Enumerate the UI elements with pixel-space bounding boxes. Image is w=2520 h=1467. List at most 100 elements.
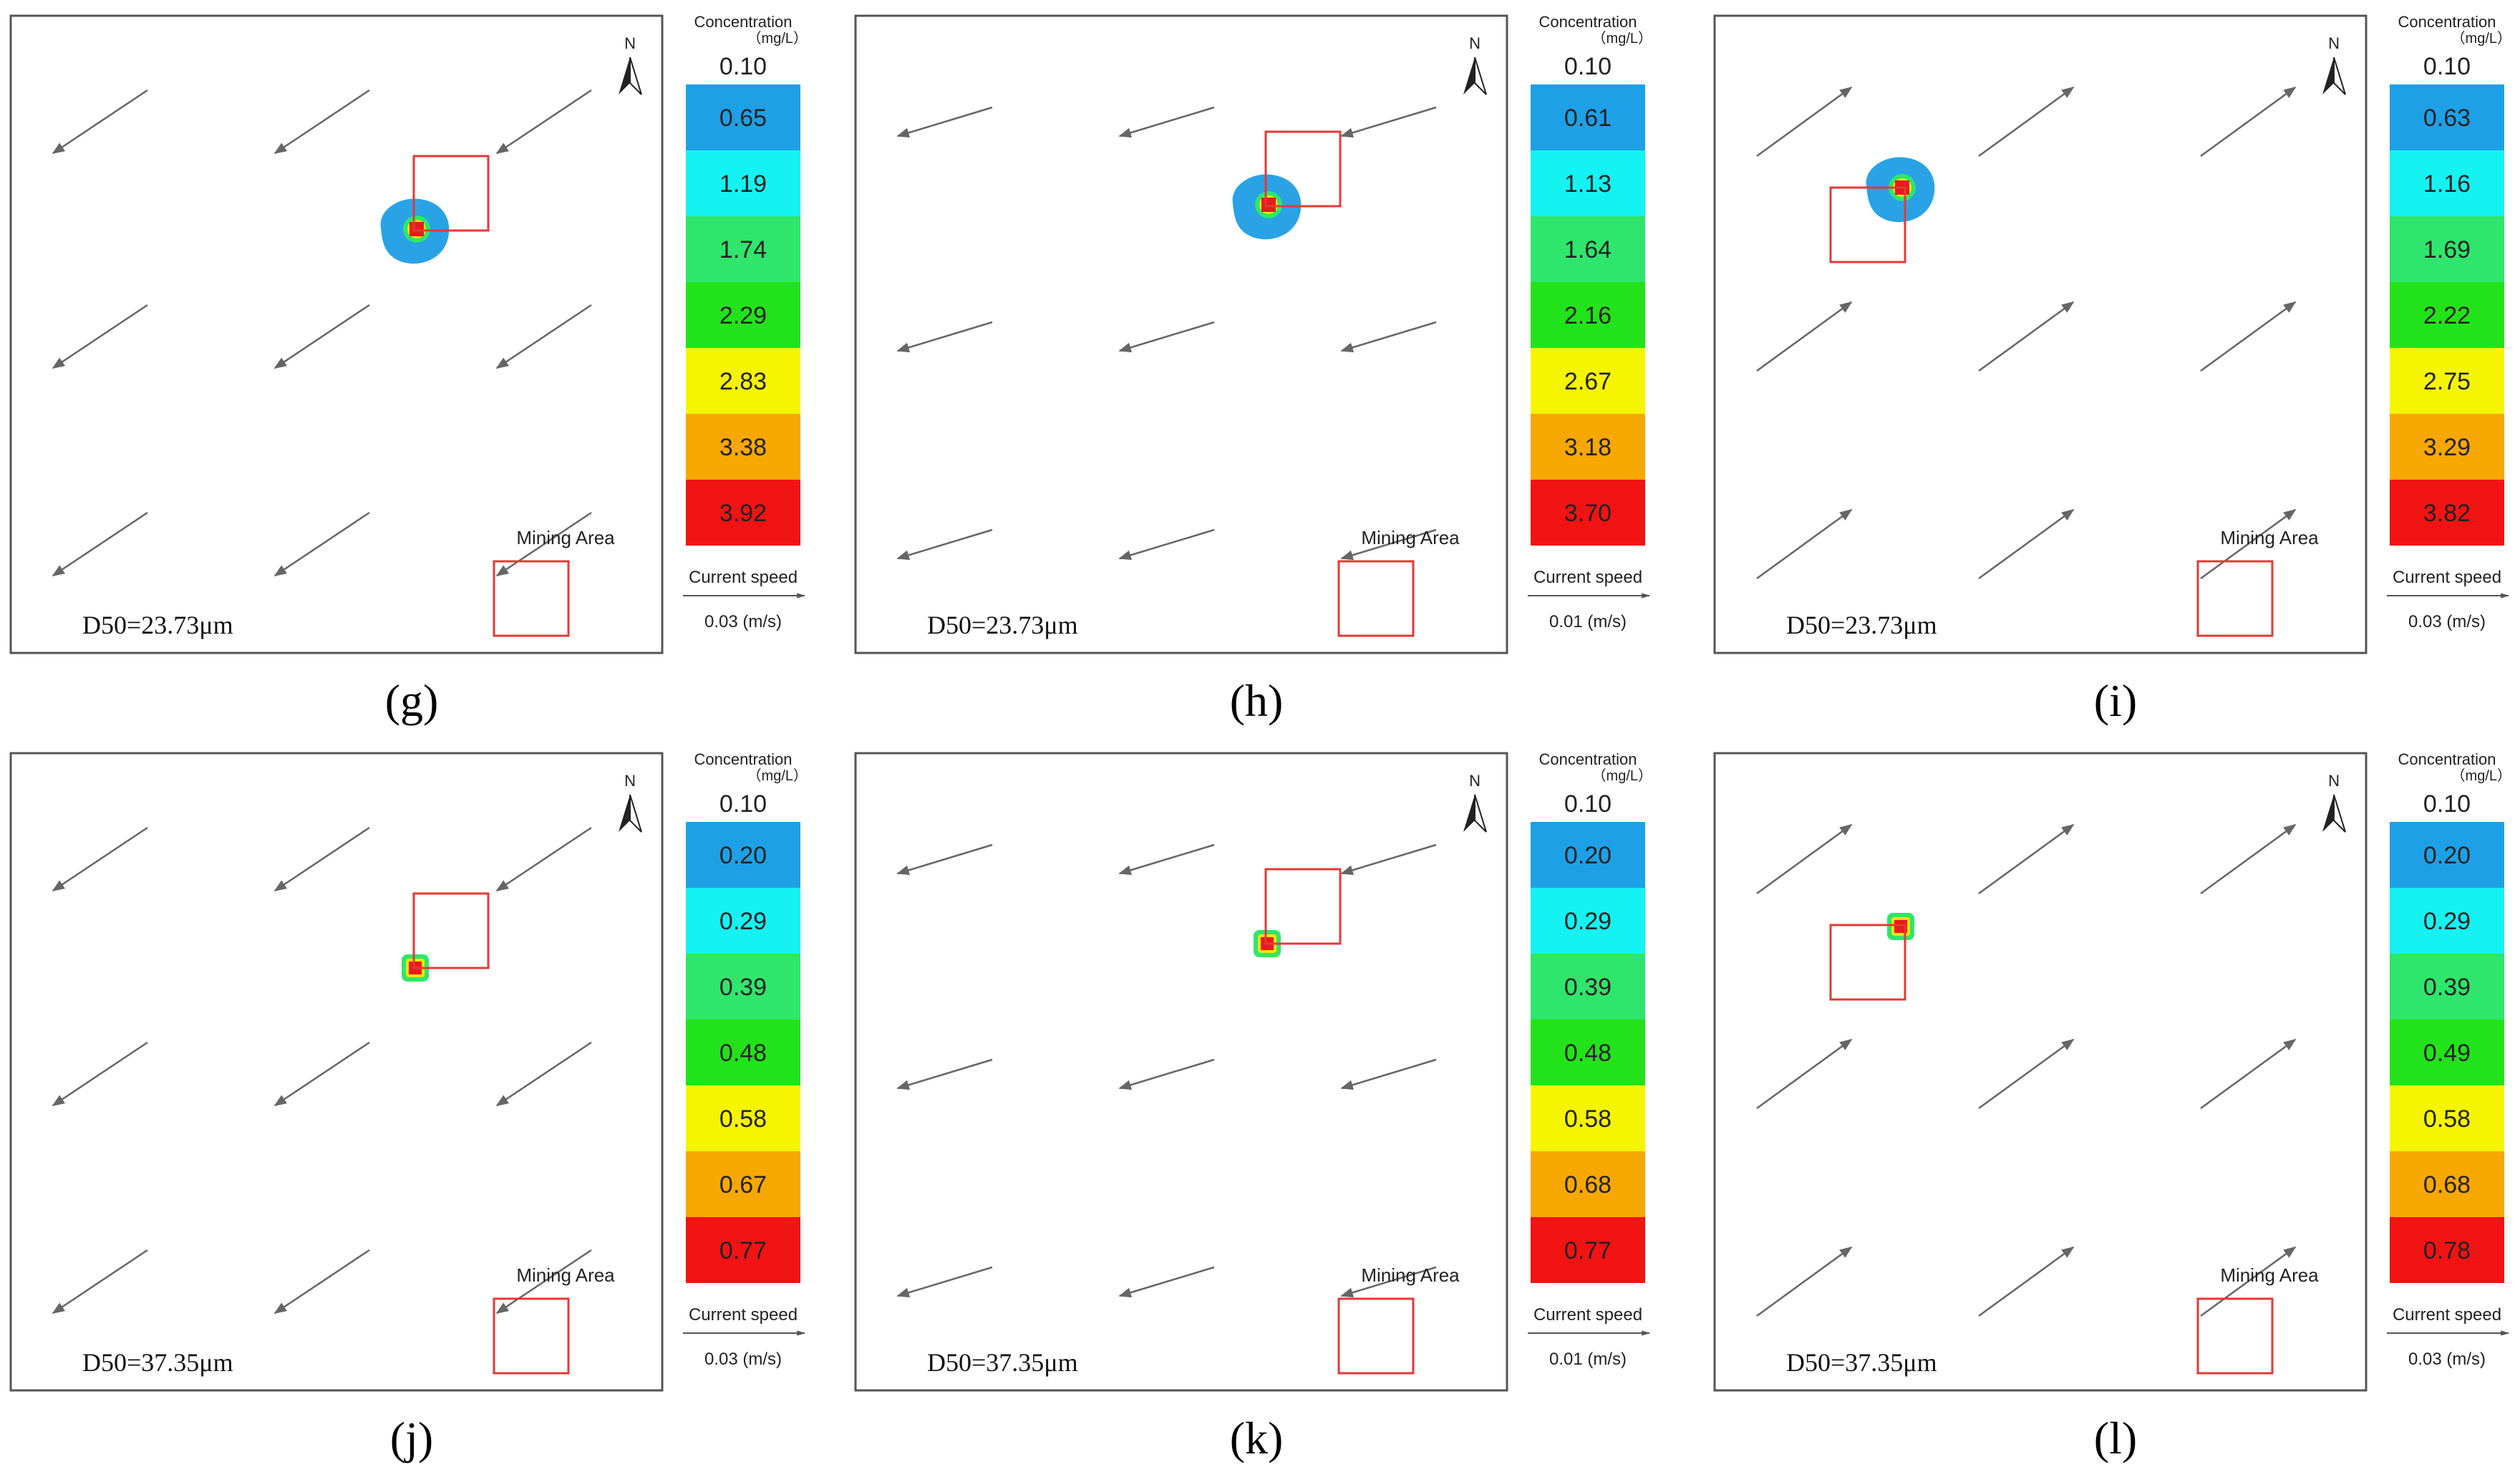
current-arrow xyxy=(1118,528,1215,561)
current-arrow xyxy=(495,826,592,892)
d50-label: D50=23.73μm xyxy=(927,611,1078,639)
legend-band xyxy=(2390,480,2504,546)
current-speed-value: 0.03 (m/s) xyxy=(2408,1350,2486,1369)
legend-title: Concentration xyxy=(1539,750,1637,768)
legend: Concentration（mg/L） 0.10 0.63 1.16 1.69 2.22 2… xyxy=(2387,13,2511,631)
panel-j: Mining Area D50=37.35μm N Concentration（mg/… xyxy=(9,750,808,1463)
legend-band xyxy=(686,1151,800,1217)
legend-min-value: 0.10 xyxy=(1564,53,1612,80)
mining-area-label: Mining Area xyxy=(516,527,615,548)
legend-band-value: 0.58 xyxy=(719,1105,767,1133)
north-arrow-left xyxy=(2322,795,2334,832)
current-speed-label: Current speed xyxy=(1533,568,1642,587)
legend-band-value: 0.77 xyxy=(1564,1237,1612,1264)
mining-area-box xyxy=(2196,1297,2274,1375)
legend-min-value: 0.10 xyxy=(2423,790,2471,818)
current-speed-label: Current speed xyxy=(2393,568,2501,587)
legend-band-value: 2.75 xyxy=(2423,368,2471,395)
current-arrow xyxy=(1978,508,2075,580)
legend-band-value: 3.38 xyxy=(719,434,767,461)
d50-label: D50=37.35μm xyxy=(927,1348,1078,1377)
legend-unit: （mg/L） xyxy=(747,30,808,47)
legend-band-value: 0.63 xyxy=(2423,105,2471,132)
current-arrow xyxy=(1118,843,1215,876)
legend-band xyxy=(2390,1020,2504,1085)
panel-i: Mining Area D50=23.73μm N Concentration（mg/… xyxy=(1713,13,2511,726)
north-arrow-right xyxy=(2333,794,2346,833)
legend: Concentration（mg/L） 0.10 0.20 0.29 0.39 0.49 0… xyxy=(2387,750,2511,1369)
legend-band xyxy=(2390,216,2504,282)
legend-band xyxy=(686,150,800,216)
north-arrow-right xyxy=(2333,57,2346,95)
current-speed-value: 0.01 (m/s) xyxy=(1549,1350,1627,1369)
legend-title: Concentration xyxy=(694,13,793,31)
legend-unit: （mg/L） xyxy=(2451,768,2511,784)
current-speed-value: 0.03 (m/s) xyxy=(704,612,782,631)
plume-box xyxy=(1829,924,1906,1001)
current-arrow xyxy=(1978,301,2075,372)
current-arrow xyxy=(1978,823,2075,895)
mining-area-box xyxy=(493,560,570,637)
north-label: N xyxy=(1469,772,1480,790)
current-arrow xyxy=(1756,86,1853,158)
legend-min-value: 0.10 xyxy=(719,790,767,818)
legend-band-value: 2.83 xyxy=(719,368,767,395)
map-frame xyxy=(9,752,664,1392)
legend-min-value: 0.10 xyxy=(1564,790,1612,818)
north-arrow-left xyxy=(619,57,630,95)
current-arrow xyxy=(1340,1266,1437,1298)
legend-band-value: 0.20 xyxy=(1564,842,1612,869)
legend-band xyxy=(686,84,800,150)
legend-band xyxy=(1531,1020,1645,1085)
legend-band xyxy=(686,822,800,888)
current-arrow xyxy=(495,1041,592,1107)
north-arrow-icon: N xyxy=(619,772,642,833)
legend-band xyxy=(1531,1085,1645,1151)
mining-area-label: Mining Area xyxy=(2220,527,2319,548)
current-speed-value: 0.01 (m/s) xyxy=(1549,612,1627,631)
legend-band xyxy=(1531,822,1645,888)
north-arrow-left xyxy=(619,795,630,832)
north-arrow-icon: N xyxy=(2322,34,2346,95)
mining-area-box xyxy=(2196,560,2274,637)
mining-area-label: Mining Area xyxy=(2220,1264,2319,1286)
plume-box xyxy=(412,155,490,232)
legend-band-value: 1.16 xyxy=(2423,170,2471,198)
legend-band xyxy=(1531,1151,1645,1217)
legend-band-value: 0.48 xyxy=(719,1040,767,1067)
map-frame xyxy=(1713,752,2368,1392)
legend-band-value: 0.48 xyxy=(1564,1040,1612,1067)
legend-band-value: 3.29 xyxy=(2423,434,2471,461)
legend-band xyxy=(686,888,800,954)
legend-band xyxy=(1531,954,1645,1020)
legend-unit: （mg/L） xyxy=(1592,30,1652,47)
legend-min-value: 0.10 xyxy=(719,53,767,80)
north-arrow-icon: N xyxy=(619,34,642,95)
legend-band-value: 0.29 xyxy=(2423,908,2471,935)
current-speed-label: Current speed xyxy=(2393,1305,2501,1325)
current-arrow xyxy=(495,511,592,577)
current-speed-label: Current speed xyxy=(689,568,798,587)
legend-band xyxy=(2390,1085,2504,1151)
legend-band-value: 2.67 xyxy=(1564,368,1612,395)
legend-band xyxy=(2390,822,2504,888)
legend-band-value: 1.69 xyxy=(2423,236,2471,263)
legend-band xyxy=(686,1020,800,1085)
panel-label: (g) xyxy=(385,675,439,726)
current-speed-label: Current speed xyxy=(1533,1305,1642,1325)
panel-g: Mining Area D50=23.73μm N Concentration（mg/… xyxy=(9,13,808,726)
legend-band xyxy=(2390,1151,2504,1217)
mining-area-label: Mining Area xyxy=(516,1264,615,1286)
d50-label: D50=37.35μm xyxy=(82,1348,233,1377)
legend-min-value: 0.10 xyxy=(2423,53,2471,80)
current-arrow xyxy=(273,1249,370,1315)
legend-band xyxy=(1531,348,1645,414)
current-arrow xyxy=(273,304,370,369)
current-arrow xyxy=(1978,1038,2075,1110)
current-arrow xyxy=(1340,1058,1437,1090)
legend: Concentration（mg/L） 0.10 0.20 0.29 0.39 0.48 0… xyxy=(1528,750,1652,1369)
legend-band-value: 1.74 xyxy=(719,236,767,263)
current-arrow xyxy=(52,826,148,892)
legend-band-value: 0.68 xyxy=(2423,1171,2471,1199)
legend-band xyxy=(1531,216,1645,282)
